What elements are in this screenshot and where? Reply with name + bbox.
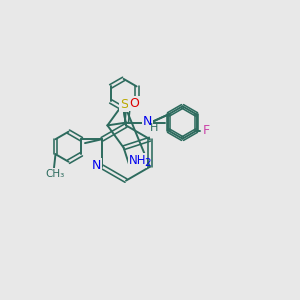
Text: S: S (120, 98, 128, 111)
Text: H: H (149, 123, 158, 133)
Text: N: N (143, 115, 152, 128)
Text: N: N (92, 159, 101, 172)
Text: CH₃: CH₃ (45, 169, 64, 179)
Text: 2: 2 (145, 158, 151, 168)
Text: O: O (129, 97, 139, 110)
Text: NH: NH (129, 154, 146, 167)
Text: F: F (202, 124, 210, 137)
